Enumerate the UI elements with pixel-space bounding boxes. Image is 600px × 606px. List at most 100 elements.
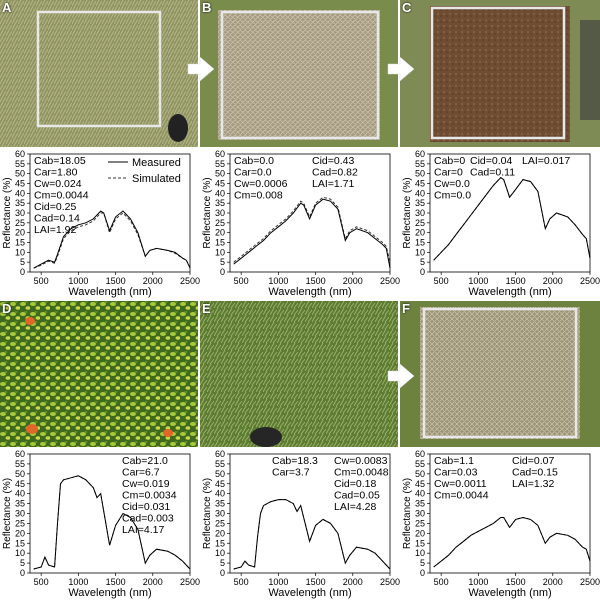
photo-d: D bbox=[0, 301, 198, 447]
model-parameter: Car=3.7 bbox=[272, 467, 310, 479]
model-parameter: Cm=0.008 bbox=[234, 190, 283, 202]
x-tick-label: 1500 bbox=[306, 276, 326, 286]
model-parameter: Cid=0.43 bbox=[312, 155, 354, 167]
y-tick-label: 60 bbox=[415, 449, 425, 459]
y-tick-label: 35 bbox=[415, 198, 425, 208]
model-parameter: Cw=0.0083 bbox=[334, 455, 388, 467]
y-tick-label: 55 bbox=[415, 159, 425, 169]
x-tick-label: 500 bbox=[234, 577, 249, 587]
model-parameter: Cm=0.0034 bbox=[122, 490, 177, 502]
photo-b-image bbox=[200, 0, 398, 147]
y-tick-label: 50 bbox=[215, 469, 225, 479]
y-tick-label: 15 bbox=[15, 238, 25, 248]
y-tick-label: 25 bbox=[415, 218, 425, 228]
y-tick-label: 55 bbox=[215, 459, 225, 469]
x-axis-label: Wavelength (nm) bbox=[468, 286, 551, 298]
y-tick-label: 55 bbox=[215, 159, 225, 169]
x-tick-label: 2500 bbox=[580, 276, 600, 286]
panel-letter-e: E bbox=[202, 301, 211, 316]
model-parameter: Cab=0.0 bbox=[234, 155, 274, 167]
model-parameter: LAI=0.017 bbox=[522, 155, 570, 167]
model-parameter: Cab=1.1 bbox=[434, 455, 474, 467]
model-parameter: Cad=0.82 bbox=[312, 167, 358, 179]
panel-letter-b: B bbox=[202, 0, 212, 15]
model-parameter: Cw=0.0006 bbox=[234, 178, 288, 190]
y-tick-label: 5 bbox=[220, 257, 225, 267]
legend-simulated-label: Simulated bbox=[132, 173, 181, 185]
y-tick-label: 35 bbox=[15, 499, 25, 509]
y-tick-label: 40 bbox=[215, 489, 225, 499]
x-tick-label: 2500 bbox=[180, 577, 200, 587]
y-tick-label: 25 bbox=[15, 518, 25, 528]
model-parameter: Cab=0 bbox=[434, 155, 465, 167]
y-tick-label: 35 bbox=[15, 198, 25, 208]
y-tick-label: 30 bbox=[15, 208, 25, 218]
y-tick-label: 30 bbox=[215, 208, 225, 218]
model-parameter: Cw=0.0011 bbox=[434, 478, 487, 490]
y-tick-label: 5 bbox=[20, 558, 25, 568]
y-tick-label: 55 bbox=[15, 459, 25, 469]
y-tick-label: 10 bbox=[215, 548, 225, 558]
model-parameter: LAI=1.92 bbox=[34, 224, 76, 236]
x-tick-label: 2000 bbox=[343, 276, 363, 286]
y-tick-label: 20 bbox=[15, 228, 25, 238]
model-parameter: Car=0.0 bbox=[234, 167, 272, 179]
y-tick-label: 20 bbox=[215, 528, 225, 538]
model-parameter: Car=6.7 bbox=[122, 467, 160, 479]
model-parameter: Cw=0.024 bbox=[34, 178, 82, 190]
x-tick-label: 1500 bbox=[106, 577, 126, 587]
y-tick-label: 30 bbox=[15, 509, 25, 519]
x-tick-label: 2000 bbox=[543, 276, 563, 286]
y-tick-label: 15 bbox=[415, 238, 425, 248]
x-tick-label: 2500 bbox=[180, 276, 200, 286]
model-parameter: Cab=18.3 bbox=[272, 455, 318, 467]
y-tick-label: 10 bbox=[15, 247, 25, 257]
x-axis-label: Wavelength (nm) bbox=[68, 286, 151, 298]
y-tick-label: 0 bbox=[220, 267, 225, 277]
y-tick-label: 25 bbox=[15, 218, 25, 228]
y-tick-label: 45 bbox=[215, 179, 225, 189]
chart-a: 0 5 10 15 20 25 30 35 40 45 50 55 60 500 1000 1500 2000 2… bbox=[0, 148, 200, 300]
panel-letter-a: A bbox=[2, 0, 12, 15]
y-tick-label: 30 bbox=[415, 509, 425, 519]
y-tick-label: 60 bbox=[415, 149, 425, 159]
photo-a-image bbox=[0, 0, 198, 147]
y-tick-label: 50 bbox=[15, 469, 25, 479]
model-parameter: Car=0 bbox=[434, 167, 463, 179]
model-parameter: LAI=4.28 bbox=[334, 501, 376, 513]
x-tick-label: 500 bbox=[234, 276, 249, 286]
x-tick-label: 1000 bbox=[468, 276, 488, 286]
x-tick-label: 1000 bbox=[468, 577, 488, 587]
x-tick-label: 1500 bbox=[306, 577, 326, 587]
model-parameter: Cm=0.0044 bbox=[434, 490, 489, 502]
y-tick-label: 15 bbox=[415, 538, 425, 548]
model-parameter: Cid=0.04 bbox=[470, 155, 512, 167]
y-tick-label: 40 bbox=[15, 489, 25, 499]
y-tick-label: 60 bbox=[15, 149, 25, 159]
y-tick-label: 45 bbox=[215, 479, 225, 489]
y-tick-label: 5 bbox=[420, 257, 425, 267]
panel-letter-f: F bbox=[402, 301, 410, 316]
model-parameter: Cm=0.0 bbox=[434, 190, 471, 202]
y-tick-label: 0 bbox=[220, 568, 225, 578]
x-tick-label: 2000 bbox=[143, 276, 163, 286]
y-tick-label: 40 bbox=[15, 188, 25, 198]
y-tick-label: 35 bbox=[215, 499, 225, 509]
legend-measured-label: Measured bbox=[132, 157, 181, 169]
chart-e: 0 5 10 15 20 25 30 35 40 45 50 55 60 500 1000 1500 2000 2… bbox=[200, 448, 400, 601]
x-tick-label: 500 bbox=[434, 577, 449, 587]
series-measured-line bbox=[33, 210, 191, 269]
y-tick-label: 55 bbox=[415, 459, 425, 469]
chart-b: 0 5 10 15 20 25 30 35 40 45 50 55 60 500 1000 1500 2000 2… bbox=[200, 148, 400, 300]
series-simulated-line bbox=[233, 196, 391, 263]
y-tick-label: 10 bbox=[215, 247, 225, 257]
y-tick-label: 20 bbox=[415, 228, 425, 238]
model-parameter: Cad=0.003 bbox=[122, 513, 174, 525]
y-axis-label: Reflectance (%) bbox=[2, 177, 13, 248]
x-tick-label: 2500 bbox=[380, 577, 400, 587]
chart-c: 0 5 10 15 20 25 30 35 40 45 50 55 60 500 1000 1500 2000 2… bbox=[400, 148, 600, 300]
